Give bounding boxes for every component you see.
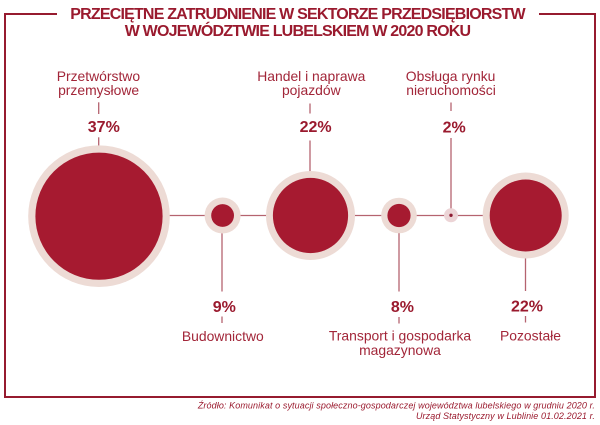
svg-text:W WOJEWÓDZTWIE LUBELSKIEM W 20: W WOJEWÓDZTWIE LUBELSKIEM W 2020 ROKU <box>125 21 471 40</box>
svg-text:Urząd Statystyczny w Lublinie: Urząd Statystyczny w Lublinie 01.02.2021… <box>416 411 595 421</box>
svg-text:22%: 22% <box>300 119 332 136</box>
svg-text:Budownictwo: Budownictwo <box>182 328 264 344</box>
svg-text:magazynowa: magazynowa <box>359 342 441 358</box>
svg-text:Źródło: Komunikat o sytuacji s: Źródło: Komunikat o sytuacji społeczno-g… <box>197 400 595 410</box>
svg-text:8%: 8% <box>391 299 414 316</box>
svg-text:2%: 2% <box>443 119 466 136</box>
svg-text:Obsługa rynku: Obsługa rynku <box>406 68 496 84</box>
svg-text:Pozostałe: Pozostałe <box>500 328 561 344</box>
svg-text:pojazdów: pojazdów <box>282 82 342 98</box>
svg-text:Transport i gospodarka: Transport i gospodarka <box>329 328 472 344</box>
svg-text:Handel i naprawa: Handel i naprawa <box>257 68 365 84</box>
svg-text:22%: 22% <box>511 299 543 316</box>
svg-text:9%: 9% <box>213 299 236 316</box>
svg-text:przemysłowe: przemysłowe <box>58 82 139 98</box>
svg-text:37%: 37% <box>88 119 120 136</box>
svg-text:PRZECIĘTNE ZATRUDNIENIE W SEKT: PRZECIĘTNE ZATRUDNIENIE W SEKTORZE PRZED… <box>70 6 526 23</box>
svg-text:Przetwórstwo: Przetwórstwo <box>57 68 141 84</box>
svg-text:nieruchomości: nieruchomości <box>406 82 496 98</box>
